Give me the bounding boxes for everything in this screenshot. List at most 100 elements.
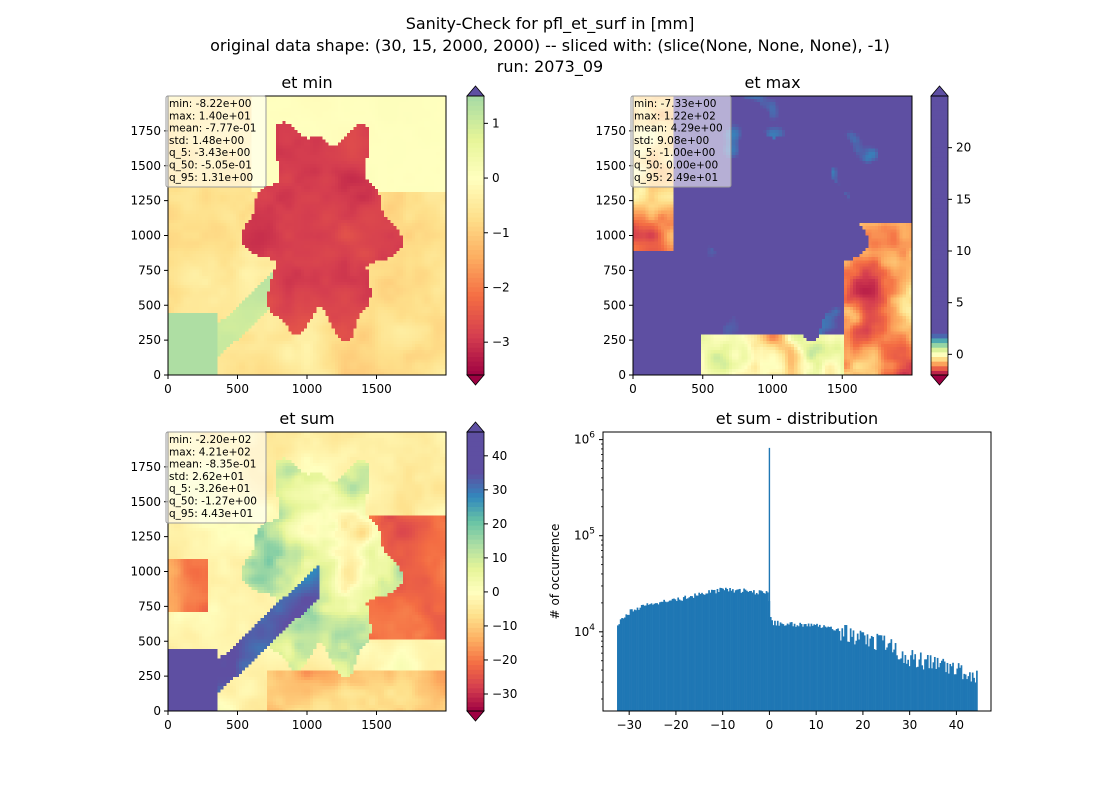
hist-bar xyxy=(730,590,733,711)
hist-bar xyxy=(629,609,632,711)
hist-bar xyxy=(729,588,731,711)
et-max-colorbar-segment xyxy=(931,198,948,204)
et-max-colorbar-segment xyxy=(931,295,948,302)
et-sum-colorbar-segment xyxy=(467,487,484,494)
hist-bar xyxy=(699,594,702,711)
hist-bar xyxy=(947,673,950,711)
et-sum-colorbar-segment xyxy=(467,432,484,438)
et-max-stats-line: std: 9.08e+00 xyxy=(634,135,709,147)
hist-bar xyxy=(973,677,975,711)
et-max-colorbar-segment xyxy=(931,235,948,241)
hist-bar xyxy=(831,629,834,711)
hist-bar xyxy=(841,628,844,711)
hist-bar xyxy=(732,589,734,711)
hist-axes-frame xyxy=(602,431,992,712)
et-sum-title: et sum xyxy=(279,409,334,428)
et-max-colorbar-segment xyxy=(931,309,948,316)
hist-bar xyxy=(725,587,727,711)
hist-bar xyxy=(719,587,722,711)
et-min-colorbar-extend-top xyxy=(466,85,485,97)
et-min-y-tick-label: 1000 xyxy=(130,229,161,243)
hist-bar xyxy=(845,625,848,711)
et-max-title: et max xyxy=(744,73,800,92)
et-min-colorbar-segment xyxy=(467,323,484,330)
et-max-colorbar-segment xyxy=(931,291,948,297)
hist-bar xyxy=(893,649,896,711)
et-sum-colorbar-segment xyxy=(467,497,484,503)
hist-bar xyxy=(667,601,670,711)
et-max-colorbar-segment xyxy=(931,258,948,264)
hist-bar xyxy=(750,590,752,711)
hist-bar xyxy=(754,594,757,711)
et-sum-x-tick-label: 0 xyxy=(164,718,172,732)
hist-bar xyxy=(776,620,779,711)
hist-bar xyxy=(904,655,907,711)
et-min-colorbar-segment xyxy=(467,184,484,190)
et-sum-stats-box xyxy=(165,431,267,524)
et-max-colorbar-segment xyxy=(931,230,948,237)
et-max-stats-line: q_50: 0.00e+00 xyxy=(634,160,718,172)
hist-bar xyxy=(781,623,783,711)
et-sum-colorbar-extend-bottom xyxy=(466,710,485,722)
hist-bar xyxy=(851,636,853,711)
hist-bar xyxy=(897,659,900,711)
et-max-colorbar-segment xyxy=(931,207,948,213)
hist-bar xyxy=(746,590,748,711)
et-max-colorbar-segment xyxy=(931,216,948,223)
et-min-colorbar-segment xyxy=(467,109,484,116)
hist-bar xyxy=(717,592,720,711)
et-max-colorbar-segment xyxy=(931,361,948,367)
hist-bar xyxy=(632,611,635,711)
hist-bar xyxy=(734,590,737,711)
et-max-colorbar-segment xyxy=(931,263,948,269)
hist-bar xyxy=(743,588,745,711)
et-sum-colorbar-segment xyxy=(467,580,484,587)
hist-bar xyxy=(783,625,786,711)
et-min-colorbar-segment xyxy=(467,356,484,362)
et-min-colorbar-extend-bottom xyxy=(466,374,485,386)
hist-bar xyxy=(621,618,623,711)
hist-bar xyxy=(830,626,832,711)
hist-bar xyxy=(921,665,924,711)
hist-bar xyxy=(647,604,650,711)
et-sum-stats-line: q_5: -3.26e+01 xyxy=(169,483,250,495)
et-max-colorbar-segment xyxy=(931,249,948,255)
suptitle-line-1: Sanity-Check for pfl_et_surf in [mm] xyxy=(406,14,695,34)
et-min-colorbar-segment xyxy=(467,314,484,320)
et-max-colorbar-segment xyxy=(931,123,948,130)
et-sum-colorbar-tick-label: 40 xyxy=(492,449,507,463)
et-max-y-tick-label: 1500 xyxy=(595,159,626,173)
hist-x-tick-label: 30 xyxy=(902,718,917,732)
et-min-colorbar-segment xyxy=(467,337,484,344)
et-max-y-tick-label: 250 xyxy=(603,333,626,347)
et-max-colorbar-segment xyxy=(931,151,948,158)
hist-bar xyxy=(737,589,740,711)
et-sum-y-tick-label: 1250 xyxy=(130,530,161,544)
hist-bar xyxy=(953,674,956,711)
et-min-stats-line: max: 1.40e+01 xyxy=(169,110,251,122)
et-min-colorbar-segment xyxy=(467,300,484,306)
et-min-title: et min xyxy=(281,73,332,92)
et-sum-colorbar-segment xyxy=(467,525,484,531)
et-sum-colorbar-segment xyxy=(467,645,484,652)
et-min-x-tick-label: 1500 xyxy=(361,382,392,396)
hist-x-tick-label: 20 xyxy=(855,718,870,732)
et-sum-colorbar-segment xyxy=(467,664,484,670)
panel-et-max: et max 0 500 1000 1500 0 250 500 750 1000 1250 1500… xyxy=(595,73,971,396)
et-max-colorbar-segment xyxy=(931,165,948,171)
et-max-colorbar-segment xyxy=(931,365,948,371)
hist-bar xyxy=(898,659,901,711)
hist-bar xyxy=(952,662,954,711)
hist-bar xyxy=(633,609,636,711)
et-max-colorbar-segment xyxy=(931,300,948,306)
et-sum-y-tick-label: 0 xyxy=(153,704,161,718)
hist-bar xyxy=(696,595,699,711)
hist-bar xyxy=(966,679,968,711)
hist-bar xyxy=(918,659,921,711)
hist-x-tick-label: −20 xyxy=(663,718,688,732)
hist-bar xyxy=(940,660,943,711)
et-min-colorbar-segment xyxy=(467,202,484,209)
hist-bar xyxy=(649,604,651,711)
et-sum-colorbar-segment xyxy=(467,450,484,456)
hist-bar xyxy=(626,614,629,711)
